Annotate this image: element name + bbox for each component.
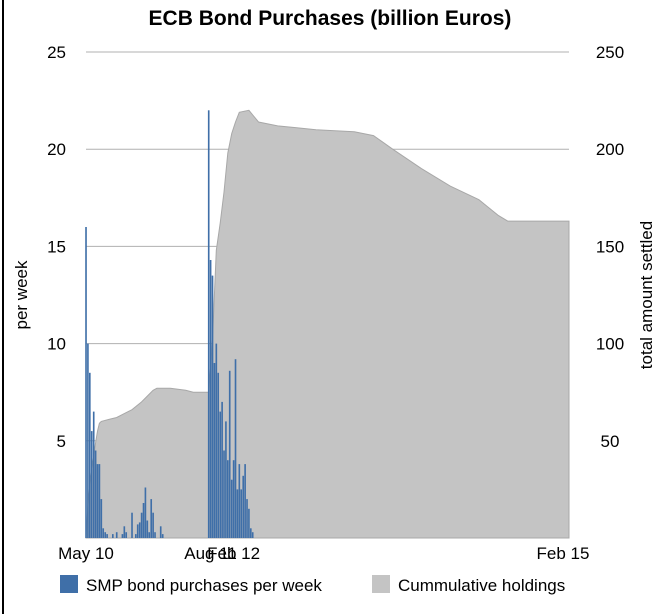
purchase-bar [242, 475, 245, 538]
left-axis-ticks: 5 10 15 20 25 [47, 43, 66, 451]
right-tick-label: 200 [596, 140, 624, 159]
legend-label-purchases: SMP bond purchases per week [86, 576, 322, 595]
right-tick-label: 100 [596, 335, 624, 354]
legend-swatch-purchases [60, 575, 78, 593]
purchase-bar [96, 464, 99, 538]
purchase-bar [215, 343, 218, 538]
right-tick-label: 50 [601, 432, 620, 451]
purchase-bar [225, 421, 227, 538]
purchase-bar [219, 411, 222, 538]
purchase-bar [244, 464, 246, 538]
purchase-bar [227, 460, 229, 538]
right-tick-label: 150 [596, 237, 624, 256]
left-tick-label: 5 [57, 432, 66, 451]
chart-title: ECB Bond Purchases (billion Euros) [149, 7, 512, 30]
purchase-bar [228, 370, 231, 538]
purchase-bar [92, 411, 95, 538]
purchase-bar [230, 479, 233, 538]
left-axis-title: per week [12, 260, 31, 329]
purchase-bar [131, 512, 133, 538]
purchase-bar [240, 489, 243, 538]
purchase-bar [150, 499, 153, 538]
purchase-bar [142, 503, 145, 538]
purchase-bar [154, 532, 156, 538]
purchase-bar [87, 343, 89, 538]
purchase-bar [250, 528, 252, 538]
holdings-area-path [85, 109, 570, 539]
weekly-purchase-bars [85, 110, 254, 539]
left-frame-line [2, 0, 4, 614]
right-tick-label: 250 [596, 43, 624, 62]
purchase-bar [136, 524, 139, 538]
purchase-bar [209, 260, 212, 538]
purchase-bar [112, 534, 114, 538]
right-axis-ticks: 50 100 150 200 250 [596, 43, 624, 451]
purchase-bar [115, 532, 118, 538]
purchase-bar [138, 522, 141, 538]
legend: SMP bond purchases per week Cummulative … [60, 575, 565, 595]
purchase-bar [104, 532, 107, 538]
purchase-bar [217, 372, 220, 538]
purchase-bar [121, 534, 124, 538]
purchase-bar [100, 499, 103, 538]
purchase-bar [102, 528, 105, 538]
purchase-bar [152, 512, 154, 538]
purchase-bar [238, 464, 241, 538]
purchase-bar [232, 460, 235, 538]
purchase-bar [85, 227, 87, 538]
purchase-bar [246, 499, 248, 538]
purchase-bar [144, 487, 147, 538]
purchase-bar [123, 526, 126, 538]
legend-swatch-holdings [372, 575, 390, 593]
left-tick-label: 15 [47, 237, 66, 256]
purchase-bar [213, 363, 216, 538]
left-tick-label: 10 [47, 335, 66, 354]
purchase-bar [236, 489, 239, 538]
x-tick-label: Feb 12 [207, 544, 260, 563]
x-tick-label: Aug 11 [184, 544, 237, 563]
purchase-bar [234, 359, 237, 538]
purchase-bar [159, 526, 162, 538]
x-tick-label: Feb 15 [537, 544, 590, 563]
right-axis-title: total amount settled [637, 221, 656, 369]
purchase-bar [98, 464, 101, 538]
legend-label-holdings: Cummulative holdings [398, 576, 565, 595]
purchase-bar [106, 534, 108, 538]
cumulative-holdings-area [85, 109, 570, 539]
purchase-bar [251, 532, 254, 538]
x-tick-label: May 10 [58, 544, 114, 563]
purchase-bar [135, 534, 137, 538]
purchase-bar [211, 275, 214, 538]
purchase-bar [248, 508, 250, 538]
purchase-bar [161, 534, 164, 538]
purchase-bar [89, 372, 91, 538]
left-tick-label: 20 [47, 140, 66, 159]
purchase-bar [125, 532, 128, 538]
purchase-bar [146, 520, 149, 538]
purchase-bar [223, 450, 225, 538]
purchase-bar [90, 431, 93, 538]
purchase-bar [148, 532, 151, 538]
left-tick-label: 25 [47, 43, 66, 62]
purchase-bar [140, 512, 143, 538]
purchase-bar [221, 401, 223, 538]
purchase-bar [207, 110, 210, 539]
purchase-bar [94, 450, 97, 538]
